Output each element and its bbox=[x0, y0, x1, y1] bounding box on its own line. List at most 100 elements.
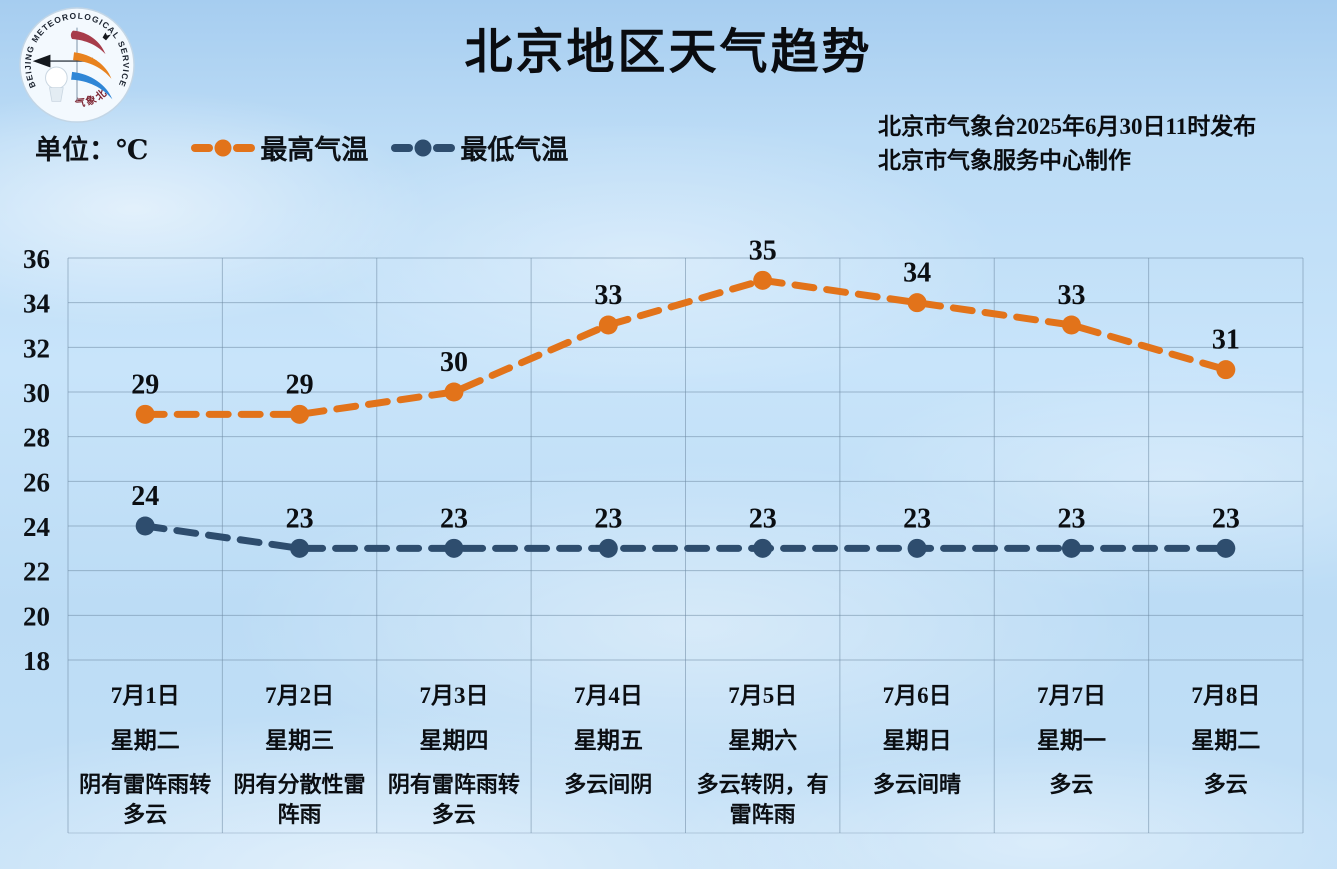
day-date: 7月3日 bbox=[419, 683, 489, 708]
legend-item-min-temp: 最低气温 bbox=[390, 128, 568, 167]
data-point bbox=[444, 382, 464, 402]
data-point bbox=[907, 293, 927, 313]
value-label: 23 bbox=[1057, 503, 1085, 534]
value-label: 30 bbox=[440, 347, 468, 378]
y-axis-tick-label: 18 bbox=[23, 646, 50, 676]
day-weekday: 星期二 bbox=[110, 728, 180, 753]
y-axis-tick-label: 32 bbox=[23, 333, 50, 363]
data-point bbox=[1216, 538, 1236, 558]
value-label: 23 bbox=[1212, 503, 1240, 534]
day-weather: 多云 bbox=[1049, 772, 1094, 797]
day-column-label: 7月5日星期六多云转阴，有雷阵雨 bbox=[686, 660, 840, 833]
unit-label: 单位：℃ bbox=[35, 135, 149, 165]
logo-radar-tower bbox=[48, 87, 64, 102]
data-point bbox=[907, 538, 927, 558]
legend-label-min-temp: 最低气温 bbox=[460, 135, 569, 165]
day-weekday: 星期五 bbox=[573, 728, 643, 753]
legend-label-max-temp: 最高气温 bbox=[260, 135, 369, 165]
day-weather: 阴有分散性雷阵雨 bbox=[233, 772, 366, 827]
data-point bbox=[1061, 538, 1081, 558]
data-point bbox=[753, 538, 773, 558]
day-weekday: 星期六 bbox=[728, 728, 798, 753]
source-line-1: 北京市气象台2025年6月30日11时发布 bbox=[878, 114, 1257, 139]
value-label: 24 bbox=[131, 481, 159, 512]
logo-bird-mark bbox=[102, 32, 111, 41]
y-axis-tick-label: 24 bbox=[23, 512, 50, 542]
series-line bbox=[141, 522, 1230, 552]
day-date: 7月2日 bbox=[265, 683, 335, 708]
logo-red-swoosh bbox=[70, 30, 106, 55]
value-label: 23 bbox=[594, 503, 622, 534]
day-weather: 阴有雷阵雨转多云 bbox=[387, 772, 520, 827]
data-point bbox=[444, 538, 464, 558]
day-column-label: 7月3日 星期四 阴有雷阵雨转多云 bbox=[377, 660, 531, 833]
value-label: 23 bbox=[903, 503, 931, 534]
value-label: 23 bbox=[440, 503, 468, 534]
day-weather: 阴有雷阵雨转多云 bbox=[79, 772, 212, 827]
day-column-label: 7月4日星期五多云间阴 bbox=[531, 660, 685, 833]
value-label: 29 bbox=[286, 369, 314, 400]
day-column-label: 7月6日星期日多云间晴 bbox=[840, 660, 994, 833]
day-weather: 多云间阴 bbox=[564, 772, 653, 797]
day-date: 7月1日 bbox=[110, 683, 180, 708]
value-label: 29 bbox=[131, 369, 159, 400]
data-point bbox=[135, 516, 155, 536]
y-axis-tick-label: 26 bbox=[23, 467, 50, 497]
source-info: 北京市气象台2025年6月30日11时发布 北京市气象服务中心制作 bbox=[878, 110, 1256, 178]
data-point bbox=[1216, 360, 1236, 380]
value-label: 35 bbox=[749, 235, 777, 266]
max-temp-series: 29 29 30 33 35 34 33 31 bbox=[131, 235, 1240, 424]
grid-and-axes: 18 20 22 24 26 28 30 32 34 36 bbox=[23, 244, 1304, 834]
data-point bbox=[290, 538, 310, 558]
y-axis-tick-label: 34 bbox=[23, 289, 50, 319]
data-point bbox=[753, 270, 773, 290]
logo-vane-arrow bbox=[32, 54, 51, 68]
day-date: 7月5日 bbox=[728, 683, 798, 708]
day-weekday: 星期二 bbox=[1191, 728, 1261, 753]
day-date: 7月6日 bbox=[882, 683, 952, 708]
logo-orange-swoosh bbox=[73, 52, 112, 79]
value-label: 33 bbox=[594, 280, 622, 311]
data-point bbox=[135, 404, 155, 424]
series-line bbox=[141, 276, 1230, 418]
logo-blue-swoosh bbox=[71, 71, 113, 100]
day-column-label: 7月1日星期二阴有雷阵雨转多云 bbox=[68, 660, 222, 833]
x-axis-day-labels: 7月1日 星期二 阴有雷阵雨转多云 7月2日 星期三 阴有分散性雷阵雨 7月3日 星期四 阴有雷… bbox=[68, 660, 1303, 833]
max-temp-line-sample-icon bbox=[191, 139, 256, 156]
data-point bbox=[1061, 315, 1081, 335]
day-weekday: 星期三 bbox=[265, 728, 335, 753]
day-date: 7月4日 bbox=[573, 683, 643, 708]
value-label: 23 bbox=[286, 503, 314, 534]
y-axis-tick-label: 36 bbox=[23, 244, 50, 274]
beijing-meteorological-service-logo: BEIJING METEOROLOGICAL SERVICE 气象北京 bbox=[18, 6, 135, 123]
data-point bbox=[598, 315, 618, 335]
value-label: 33 bbox=[1057, 280, 1085, 311]
min-temp-line-sample-icon bbox=[391, 139, 456, 156]
day-weekday: 星期一 bbox=[1036, 728, 1106, 753]
day-column-label: 7月2日星期三阴有分散性雷阵雨 bbox=[222, 660, 376, 833]
legend-item-max-temp: 最高气温 bbox=[190, 128, 368, 167]
y-axis-tick-label: 28 bbox=[23, 423, 50, 453]
day-weekday: 星期日 bbox=[882, 728, 952, 753]
value-label: 34 bbox=[903, 258, 931, 289]
page-title: 北京地区天气趋势 bbox=[464, 26, 873, 79]
day-weather: 多云转阴，有雷阵雨 bbox=[696, 772, 829, 827]
y-axis-tick-label: 22 bbox=[23, 557, 50, 587]
source-line-2: 北京市气象服务中心制作 bbox=[878, 148, 1131, 173]
day-date: 7月7日 bbox=[1036, 683, 1106, 708]
day-weather: 多云 bbox=[1203, 772, 1248, 797]
value-label: 23 bbox=[749, 503, 777, 534]
data-point bbox=[290, 404, 310, 424]
y-axis-tick-label: 20 bbox=[23, 601, 50, 631]
day-date: 7月8日 bbox=[1191, 683, 1261, 708]
data-point bbox=[598, 538, 618, 558]
legend-row: 单位：℃ 最高气温 最低气温 bbox=[35, 128, 590, 167]
day-weather: 多云间晴 bbox=[873, 772, 962, 797]
day-column-label: 7月7日星期一多云 bbox=[994, 660, 1148, 833]
value-label: 31 bbox=[1212, 325, 1240, 356]
day-column-label: 7月8日星期二多云 bbox=[1149, 660, 1303, 833]
min-temp-series: 24 23 23 23 23 23 23 23 bbox=[131, 481, 1240, 558]
y-axis-tick-label: 30 bbox=[23, 378, 50, 408]
